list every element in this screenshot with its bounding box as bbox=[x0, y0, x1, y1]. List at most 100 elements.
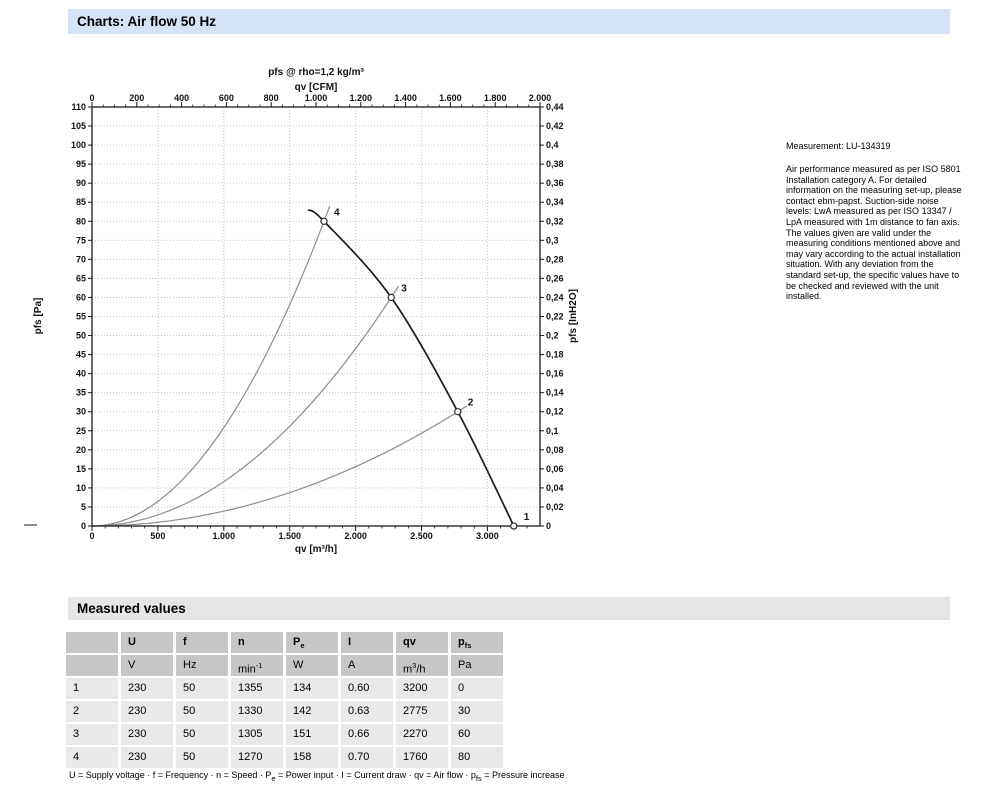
top-tick-label: 1.800 bbox=[484, 93, 507, 103]
left-tick-label: 85 bbox=[76, 197, 86, 207]
bottom-tick-label: 500 bbox=[150, 531, 165, 541]
column-header: U bbox=[121, 632, 173, 653]
table-cell: 0.60 bbox=[341, 678, 393, 699]
column-unit: Hz bbox=[176, 655, 228, 676]
column-unit: A bbox=[341, 655, 393, 676]
bottom-tick-label: 2.000 bbox=[344, 531, 367, 541]
right-tick-label: 0,04 bbox=[546, 483, 564, 493]
table-cell: 230 bbox=[121, 701, 173, 722]
table-cell: 1355 bbox=[231, 678, 283, 699]
operating-point-label-2: 2 bbox=[468, 398, 474, 409]
system-curve-2 bbox=[91, 405, 468, 527]
left-tick-label: 65 bbox=[76, 273, 86, 283]
right-tick-label: 0,26 bbox=[546, 273, 564, 283]
operating-point-label-4: 4 bbox=[334, 207, 340, 218]
row-number: 1 bbox=[66, 678, 118, 699]
column-header: f bbox=[176, 632, 228, 653]
column-header bbox=[66, 632, 118, 653]
right-tick-label: 0,44 bbox=[546, 102, 564, 112]
column-header: n bbox=[231, 632, 283, 653]
left-axis-title: pfs [Pa] bbox=[33, 298, 44, 335]
right-tick-label: 0,18 bbox=[546, 350, 564, 360]
system-curve-4 bbox=[91, 205, 331, 527]
operating-point-marker-4 bbox=[320, 217, 328, 225]
measured-values-heading-text: Measured values bbox=[77, 601, 186, 616]
table-cell: 134 bbox=[286, 678, 338, 699]
table-cell: 0.66 bbox=[341, 724, 393, 745]
row-number: 3 bbox=[66, 724, 118, 745]
top-tick-label: 400 bbox=[174, 93, 189, 103]
fan-curve bbox=[307, 209, 515, 527]
right-tick-label: 0,12 bbox=[546, 407, 564, 417]
measurement-id: Measurement: LU-134319 bbox=[786, 141, 891, 151]
chart-title: pfs @ rho=1,2 kg/m³ bbox=[268, 67, 364, 78]
table-cell: 230 bbox=[121, 724, 173, 745]
left-tick-label: 35 bbox=[76, 388, 86, 398]
row-number: 2 bbox=[66, 701, 118, 722]
table-cell: 50 bbox=[176, 701, 228, 722]
operating-point-marker-3 bbox=[387, 293, 395, 302]
table-cell: 1330 bbox=[231, 701, 283, 722]
left-tick-label: 10 bbox=[76, 483, 86, 493]
top-tick-label: 2.000 bbox=[529, 93, 552, 103]
bottom-tick-label: 0 bbox=[89, 531, 94, 541]
right-tick-label: 0,38 bbox=[546, 159, 564, 169]
left-tick-label: 50 bbox=[76, 331, 86, 341]
column-unit: W bbox=[286, 655, 338, 676]
column-unit bbox=[66, 655, 118, 676]
table-cell: 0.70 bbox=[341, 747, 393, 768]
right-tick-label: 0,28 bbox=[546, 254, 564, 264]
column-unit: V bbox=[121, 655, 173, 676]
left-tick-label: 25 bbox=[76, 426, 86, 436]
column-header: Pe bbox=[286, 632, 338, 653]
top-tick-label: 1.600 bbox=[439, 93, 462, 103]
table-cell: 1270 bbox=[231, 747, 283, 768]
column-unit: Pa bbox=[451, 655, 503, 676]
left-tick-label: 40 bbox=[76, 369, 86, 379]
right-tick-label: 0,22 bbox=[546, 312, 564, 322]
column-unit: min-1 bbox=[231, 655, 283, 676]
system-curve-3 bbox=[91, 285, 400, 527]
right-tick-label: 0,36 bbox=[546, 178, 564, 188]
left-tick-label: 5 bbox=[81, 502, 86, 512]
left-tick-label: 15 bbox=[76, 464, 86, 474]
plot-border bbox=[91, 106, 541, 527]
table-cell: 50 bbox=[176, 724, 228, 745]
page-fold-mark bbox=[24, 524, 37, 526]
table-cell: 30 bbox=[451, 701, 503, 722]
table-cell: 60 bbox=[451, 724, 503, 745]
table-cell: 151 bbox=[286, 724, 338, 745]
measured-values-heading: Measured values bbox=[68, 597, 950, 620]
bottom-tick-label: 2.500 bbox=[410, 531, 433, 541]
right-tick-label: 0,1 bbox=[546, 426, 559, 436]
table-cell: 158 bbox=[286, 747, 338, 768]
top-tick-label: 800 bbox=[264, 93, 279, 103]
table-cell: 0.63 bbox=[341, 701, 393, 722]
table-cell: 230 bbox=[121, 678, 173, 699]
table-cell: 80 bbox=[451, 747, 503, 768]
right-tick-label: 0,42 bbox=[546, 121, 564, 131]
bottom-tick-label: 1.000 bbox=[213, 531, 236, 541]
measurement-conditions-text: Air performance measured as per ISO 5801… bbox=[786, 164, 962, 302]
column-header: qv bbox=[396, 632, 448, 653]
left-tick-label: 20 bbox=[76, 445, 86, 455]
operating-point-marker-1 bbox=[510, 522, 518, 530]
top-tick-label: 0 bbox=[89, 93, 94, 103]
top-tick-label: 1.400 bbox=[394, 93, 417, 103]
column-header: I bbox=[341, 632, 393, 653]
column-header: pfs bbox=[451, 632, 503, 653]
left-tick-label: 70 bbox=[76, 254, 86, 264]
right-tick-label: 0,3 bbox=[546, 235, 559, 245]
right-tick-label: 0,2 bbox=[546, 331, 559, 341]
left-tick-label: 75 bbox=[76, 235, 86, 245]
right-tick-label: 0 bbox=[546, 521, 551, 531]
left-tick-label: 110 bbox=[71, 102, 86, 112]
top-tick-label: 1.200 bbox=[350, 93, 373, 103]
left-tick-label: 0 bbox=[81, 521, 86, 531]
right-tick-label: 0,06 bbox=[546, 464, 564, 474]
row-number: 4 bbox=[66, 747, 118, 768]
right-tick-label: 0,34 bbox=[546, 197, 564, 207]
top-tick-label: 1.000 bbox=[305, 93, 328, 103]
